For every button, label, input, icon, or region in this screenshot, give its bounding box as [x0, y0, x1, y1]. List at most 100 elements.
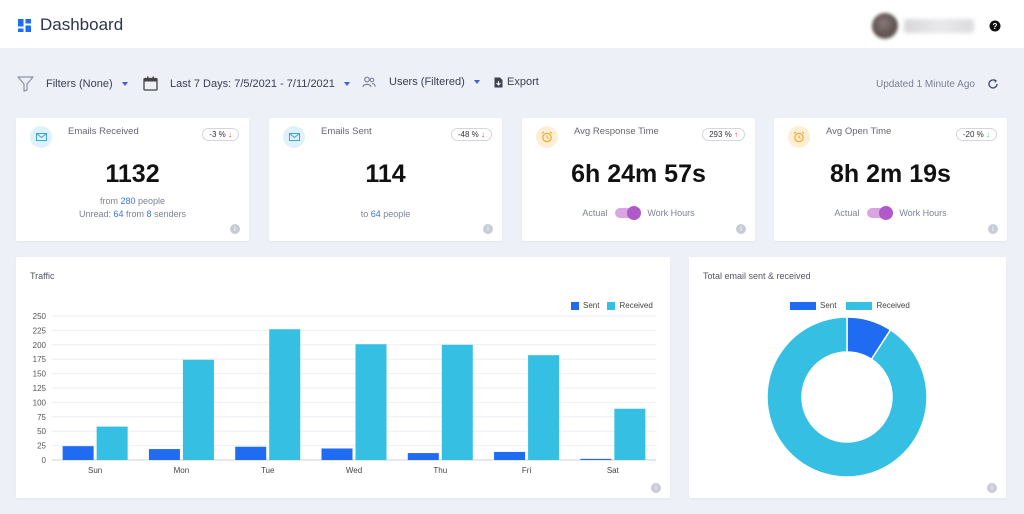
- bar-sent-mon[interactable]: [148, 449, 180, 460]
- info-icon[interactable]: i: [651, 483, 661, 493]
- work-hours-toggle[interactable]: [615, 206, 642, 220]
- bar-received-wed[interactable]: [355, 344, 387, 460]
- bar-received-fri[interactable]: [528, 355, 560, 460]
- kpi-card-avg-response-time: Avg Response Time 293 % ↑ 6h 24m 57s Act…: [522, 118, 755, 241]
- kpi-card-emails-sent: Emails Sent -48 % ↓ 114 to 64 people i: [269, 118, 502, 241]
- total-email-donut-card: Total email sent & received Sent Receive…: [689, 257, 1006, 498]
- kpi-subtext: from 280 people: [99, 196, 166, 206]
- traffic-bar-chart: 0 25 50 75 100 125 150 175 200 225 250 Sun Mon Tue Wed…: [33, 312, 656, 475]
- kpi-title: Emails Sent: [321, 126, 372, 137]
- legend-swatch-received: [846, 301, 873, 310]
- info-icon[interactable]: i: [988, 224, 998, 234]
- time-mode-toggle-row: Actual Work Hours: [522, 206, 755, 220]
- arrow-down-icon: ↓: [228, 130, 232, 139]
- kpi-value: 1132: [105, 160, 160, 188]
- chevron-down-icon: [121, 82, 128, 86]
- senders-link[interactable]: 8: [146, 209, 152, 219]
- chart-title: Traffic: [30, 271, 55, 281]
- unread-link[interactable]: 64: [113, 209, 124, 219]
- bar-sent-sat[interactable]: [580, 458, 612, 460]
- bar-received-thu[interactable]: [441, 344, 473, 460]
- bar-received-tue[interactable]: [269, 329, 301, 460]
- user-name-blurred: [904, 19, 974, 33]
- toolbar: Filters (None) Last 7 Days: 7/5/2021 - 7…: [0, 66, 1024, 102]
- filters-label: Filters (None): [46, 78, 113, 90]
- change-badge: 293 % ↑: [702, 128, 745, 141]
- toggle-label-work-hours: Work Hours: [647, 208, 695, 218]
- date-range-dropdown[interactable]: Last 7 Days: 7/5/2021 - 7/11/2021: [143, 76, 350, 91]
- chevron-down-icon: [343, 81, 350, 86]
- page-title: Dashboard: [40, 15, 124, 34]
- y-tick-label: 125: [33, 384, 47, 393]
- kpi-card-avg-open-time: Avg Open Time -20 % ↓ 8h 2m 19s Actual W…: [774, 118, 1007, 241]
- kpi-value: 8h 2m 19s: [830, 160, 951, 188]
- y-tick-label: 50: [37, 427, 46, 436]
- kpi-card-emails-received: Emails Received -3 % ↓ 1132 from 280 peo…: [16, 118, 249, 241]
- change-badge: -3 % ↓: [202, 128, 239, 141]
- y-tick-label: 150: [33, 370, 47, 379]
- legend-swatch-received: [607, 301, 616, 310]
- bar-received-mon[interactable]: [182, 359, 214, 460]
- total-email-donut-chart: [766, 316, 928, 478]
- x-tick-label: Thu: [433, 466, 447, 475]
- arrow-up-icon: ↑: [734, 130, 738, 139]
- filters-dropdown[interactable]: Filters (None): [17, 76, 128, 92]
- envelope-icon: [30, 126, 52, 148]
- legend-label-received[interactable]: Received: [619, 301, 653, 310]
- users-dropdown[interactable]: Users (Filtered): [362, 76, 480, 88]
- users-label: Users (Filtered): [389, 76, 465, 88]
- kpi-subtext-unread: Unread: 64 from 8 senders: [78, 209, 187, 219]
- file-export-icon: [494, 77, 503, 87]
- chart-legend: Sent Received: [571, 301, 653, 310]
- change-badge: -20 % ↓: [955, 128, 997, 141]
- info-icon[interactable]: i: [483, 224, 493, 234]
- legend-label-received[interactable]: Received: [876, 301, 910, 310]
- y-tick-label: 200: [33, 341, 47, 350]
- legend-label-sent[interactable]: Sent: [583, 301, 600, 310]
- kpi-title: Avg Response Time: [574, 126, 659, 137]
- y-tick-label: 75: [37, 413, 46, 422]
- bar-sent-thu[interactable]: [407, 453, 439, 460]
- info-icon[interactable]: i: [736, 224, 746, 234]
- kpi-subtext: to 64 people: [360, 209, 411, 219]
- filter-icon: [17, 76, 34, 92]
- users-icon: [362, 76, 376, 88]
- question-circle-icon[interactable]: ?: [989, 20, 1001, 32]
- legend-swatch-sent: [571, 301, 579, 310]
- x-tick-label: Sat: [607, 466, 620, 475]
- toggle-label-work-hours: Work Hours: [899, 208, 947, 218]
- change-badge: -48 % ↓: [450, 128, 492, 141]
- user-menu[interactable]: [866, 8, 980, 46]
- kpi-value: 6h 24m 57s: [571, 160, 706, 188]
- bar-received-sun[interactable]: [96, 426, 128, 460]
- y-tick-label: 100: [33, 398, 47, 407]
- envelope-icon: [283, 126, 305, 148]
- refresh-icon[interactable]: [987, 78, 999, 90]
- people-link[interactable]: 64: [370, 209, 381, 219]
- y-tick-label: 250: [33, 312, 47, 321]
- avatar: [872, 13, 898, 39]
- dashboard-icon: [18, 19, 31, 32]
- info-icon[interactable]: i: [230, 224, 240, 234]
- bar-sent-sun[interactable]: [62, 446, 94, 460]
- people-link[interactable]: 280: [120, 196, 136, 206]
- bar-received-sat[interactable]: [614, 408, 646, 460]
- y-tick-label: 25: [37, 442, 46, 451]
- donut-slice-received[interactable]: [766, 316, 928, 478]
- export-button[interactable]: Export: [494, 76, 539, 88]
- chevron-down-icon: [473, 80, 480, 84]
- alarm-clock-icon: [788, 126, 810, 148]
- donut-legend: Sent Received: [790, 301, 910, 310]
- kpi-title: Emails Received: [68, 126, 139, 137]
- bar-sent-wed[interactable]: [321, 448, 353, 460]
- date-range-label: Last 7 Days: 7/5/2021 - 7/11/2021: [170, 77, 335, 90]
- kpi-title: Avg Open Time: [826, 126, 892, 137]
- bar-sent-fri[interactable]: [494, 451, 526, 460]
- alarm-clock-icon: [536, 126, 558, 148]
- bar-sent-tue[interactable]: [235, 446, 267, 460]
- toggle-label-actual: Actual: [834, 208, 860, 218]
- legend-label-sent[interactable]: Sent: [820, 301, 837, 310]
- time-mode-toggle-row: Actual Work Hours: [774, 206, 1007, 220]
- info-icon[interactable]: i: [987, 483, 997, 493]
- work-hours-toggle[interactable]: [867, 206, 894, 220]
